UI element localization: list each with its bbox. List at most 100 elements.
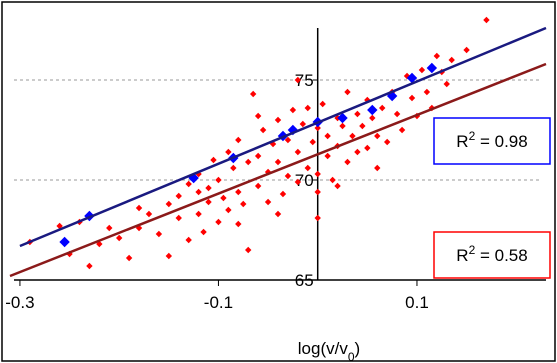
series-0-point-82 — [418, 66, 426, 74]
series-0-point-16 — [185, 236, 192, 244]
y-tick-label-1: 70 — [295, 171, 314, 190]
series-0-point-66 — [349, 132, 356, 140]
x-axis-label: log(v/v0) — [298, 339, 360, 363]
series-0-point-94 — [314, 214, 321, 222]
series-0-point-8 — [125, 254, 133, 262]
y-tick-label-0: 65 — [295, 271, 314, 290]
series-0-point-42 — [274, 116, 282, 124]
series-0-point-96 — [294, 76, 302, 84]
series-0-point-10 — [145, 210, 153, 218]
series-0-point-35 — [249, 90, 257, 98]
y-tick-label-2: 75 — [295, 71, 314, 90]
series-0-point-25 — [215, 176, 222, 184]
trendlines — [9, 26, 547, 278]
series-0-point-21 — [205, 184, 212, 192]
series-0-point-92 — [235, 220, 242, 228]
series-0-point-53 — [309, 138, 316, 146]
series-0-point-6 — [106, 224, 113, 232]
x-axis-label-subscript: 0 — [348, 350, 355, 363]
series-0-point-7 — [115, 234, 123, 242]
series-0-point-54 — [314, 170, 321, 178]
series-0-point-29 — [230, 164, 237, 172]
series-0-point-77 — [393, 110, 401, 118]
series-0-point-87 — [443, 80, 450, 88]
trendline-1 — [9, 62, 547, 278]
series-0-point-83 — [423, 88, 431, 96]
series-0-point-98 — [254, 112, 262, 120]
x-axis-label-main: log(v/v — [298, 339, 349, 358]
series-0-point-74 — [379, 104, 386, 112]
r-squared-box-1 — [433, 231, 551, 279]
x-tick-label-0: -0.3 — [5, 293, 34, 312]
r-squared-annotations: R2 = 0.98 R2 = 0.58 — [433, 117, 551, 279]
series-0-point-5 — [96, 240, 103, 248]
series-0-point-15 — [175, 214, 182, 222]
series-0-point-67 — [354, 148, 361, 156]
series-0-point-63 — [339, 122, 346, 130]
series-0-point-97 — [374, 164, 381, 172]
series-0-point-55 — [314, 124, 321, 132]
series-0-point-36 — [254, 152, 262, 160]
series-0-point-78 — [398, 126, 406, 134]
series-0-point-59 — [324, 132, 331, 140]
series-0-point-33 — [245, 158, 252, 166]
series-0-point-11 — [155, 230, 163, 238]
series-0-point-60 — [329, 176, 336, 184]
series-0-point-99 — [334, 182, 341, 190]
series-0-point-14 — [175, 192, 182, 200]
series-0-point-52 — [304, 104, 311, 112]
series-1-point-8 — [367, 104, 378, 116]
gridlines — [14, 79, 542, 181]
x-axis-label-close: ) — [355, 339, 361, 358]
trendline-0 — [19, 26, 547, 248]
series-0-point-72 — [369, 114, 376, 122]
series-0-point-51 — [304, 164, 311, 172]
r-squared-label-1: R2 = 0.58 — [456, 243, 527, 265]
series-0-point-65 — [344, 88, 351, 96]
series-1-point-10 — [406, 72, 418, 84]
series-0-point-31 — [235, 136, 242, 144]
series-0-point-43 — [274, 158, 282, 166]
series-0-point-44 — [279, 190, 287, 198]
series-0-point-73 — [374, 132, 381, 140]
series-0-point-30 — [235, 188, 242, 196]
series-0-point-56 — [314, 188, 321, 196]
series-0-point-64 — [344, 158, 351, 166]
series-0-point-50 — [299, 120, 307, 128]
series-0-point-20 — [200, 228, 207, 236]
series-0-point-24 — [215, 218, 222, 226]
r-squared-label-0: R2 = 0.98 — [456, 129, 527, 151]
series-0-point-26 — [220, 194, 227, 202]
series-0-point-95 — [195, 188, 202, 196]
series-0-point-49 — [294, 178, 302, 186]
series-0-point-22 — [205, 198, 212, 206]
series-0-point-93 — [274, 210, 282, 218]
series-0-point-41 — [269, 140, 277, 148]
series-0-point-91 — [135, 204, 143, 212]
series-0-point-1 — [56, 222, 63, 230]
series-0-point-40 — [264, 198, 272, 206]
series-0-point-70 — [364, 144, 371, 152]
series-0-point-57 — [319, 100, 326, 108]
series-0-point-13 — [165, 252, 173, 260]
series-0-point-18 — [195, 210, 202, 218]
series-0-point-32 — [240, 200, 247, 208]
series-1-point-5 — [287, 124, 299, 136]
series-0-point-27 — [225, 148, 232, 156]
series-0-point-17 — [185, 180, 192, 188]
series-0-point-4 — [86, 262, 93, 270]
series-0-point-12 — [165, 200, 173, 208]
series-0-point-88 — [448, 56, 455, 64]
series-0-point-19 — [195, 170, 202, 178]
series-0-point-85 — [433, 52, 441, 60]
series-0-point-46 — [284, 172, 292, 180]
series-0-point-48 — [294, 148, 302, 156]
series-0-point-75 — [383, 138, 391, 146]
series-0-point-80 — [408, 94, 416, 102]
series-0-point-45 — [284, 136, 292, 144]
series-0-point-34 — [245, 246, 252, 254]
series-0-point-23 — [210, 156, 217, 164]
